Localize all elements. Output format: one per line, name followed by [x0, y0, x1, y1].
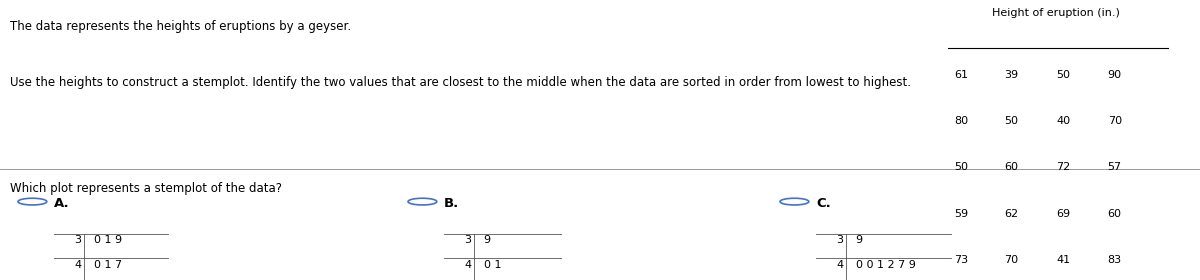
- Text: 60: 60: [1108, 209, 1122, 219]
- Text: 60: 60: [1004, 162, 1019, 172]
- Text: 0 1 7: 0 1 7: [94, 260, 121, 270]
- Text: 0 1 9: 0 1 9: [94, 235, 121, 245]
- Text: Use the heights to construct a stemplot. Identify the two values that are closes: Use the heights to construct a stemplot.…: [10, 76, 911, 88]
- Text: 39: 39: [1004, 70, 1019, 80]
- Text: 70: 70: [1108, 116, 1122, 126]
- Text: 57: 57: [1108, 162, 1122, 172]
- Text: Height of eruption (in.): Height of eruption (in.): [992, 8, 1120, 18]
- Text: 62: 62: [1004, 209, 1019, 219]
- Text: 70: 70: [1004, 255, 1019, 265]
- Text: 59: 59: [954, 209, 968, 219]
- Text: 3: 3: [74, 235, 82, 245]
- Text: 4: 4: [464, 260, 472, 270]
- Text: 4: 4: [836, 260, 844, 270]
- Text: B.: B.: [444, 197, 460, 210]
- Text: 3: 3: [464, 235, 472, 245]
- Text: 0 0 1 2 7 9: 0 0 1 2 7 9: [856, 260, 916, 270]
- Text: 3: 3: [836, 235, 844, 245]
- Text: 4: 4: [74, 260, 82, 270]
- Text: 72: 72: [1056, 162, 1070, 172]
- Text: 50: 50: [1056, 70, 1070, 80]
- Text: 9: 9: [856, 235, 863, 245]
- Text: C.: C.: [816, 197, 830, 210]
- Text: 9: 9: [484, 235, 491, 245]
- Text: 0 1: 0 1: [484, 260, 502, 270]
- Text: 50: 50: [954, 162, 968, 172]
- Text: 69: 69: [1056, 209, 1070, 219]
- Text: 80: 80: [954, 116, 968, 126]
- Text: 61: 61: [954, 70, 968, 80]
- Text: 41: 41: [1056, 255, 1070, 265]
- Text: 50: 50: [1004, 116, 1019, 126]
- Text: 73: 73: [954, 255, 968, 265]
- Text: 40: 40: [1056, 116, 1070, 126]
- Text: A.: A.: [54, 197, 70, 210]
- Text: 83: 83: [1108, 255, 1122, 265]
- Text: 90: 90: [1108, 70, 1122, 80]
- Text: The data represents the heights of eruptions by a geyser.: The data represents the heights of erupt…: [10, 20, 350, 32]
- Text: Which plot represents a stemplot of the data?: Which plot represents a stemplot of the …: [10, 182, 282, 195]
